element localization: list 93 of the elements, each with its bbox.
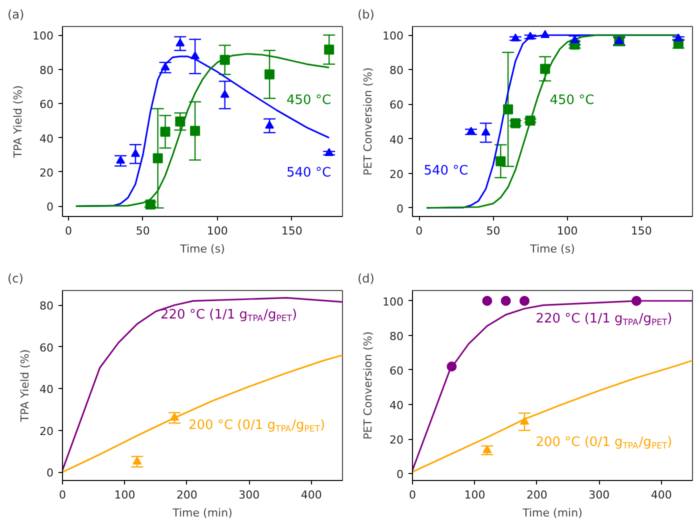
y-axis-title: TPA Yield (%) [12, 85, 25, 159]
y-axis-title: PET Conversion (%) [362, 331, 375, 440]
x-tick-label: 100 [464, 488, 486, 502]
point [265, 120, 274, 129]
y-tick-label: 60 [40, 341, 54, 354]
point [446, 362, 457, 372]
point [540, 30, 550, 38]
series-label: 540 °C [424, 163, 468, 178]
x-tick-label: 400 [650, 488, 672, 502]
point [220, 54, 230, 65]
series-label: 450 °C [550, 93, 594, 108]
x-axis-title: Time (min) [172, 506, 232, 520]
x-tick-label: 100 [206, 224, 228, 238]
x-tick-label: 150 [630, 224, 652, 238]
line-series [62, 297, 342, 471]
y-tick-label: 40 [40, 383, 54, 396]
point [482, 296, 492, 306]
point [481, 128, 490, 136]
y-tick-label: 60 [390, 364, 404, 378]
point [176, 38, 185, 46]
point [526, 32, 535, 40]
y-tick-label: 0 [46, 200, 54, 214]
y-tick-label: 80 [390, 330, 404, 343]
point [324, 148, 334, 156]
y-tick-label: 100 [382, 295, 404, 308]
y-tick-label: 0 [396, 468, 404, 482]
x-axis-title: Time (s) [179, 242, 225, 256]
x-tick-label: 400 [300, 488, 322, 502]
y-tick-label: 0 [396, 202, 404, 216]
y-tick-label: 40 [40, 132, 54, 146]
y-axis-title: PET Conversion (%) [362, 67, 375, 176]
y-tick-label: 20 [390, 168, 404, 181]
x-tick-label: 300 [588, 488, 610, 502]
x-tick-label: 200 [526, 488, 548, 502]
y-tick-label: 60 [390, 98, 404, 112]
point [466, 126, 476, 135]
chart-title: (a) [8, 8, 24, 22]
line-series [412, 360, 692, 473]
y-tick-label: 80 [40, 300, 54, 313]
point [152, 153, 163, 164]
point [496, 156, 506, 166]
point [220, 90, 230, 98]
point [190, 51, 200, 60]
point [500, 296, 511, 306]
x-tick-label: 0 [64, 224, 72, 238]
point [674, 33, 683, 42]
y-tick-label: 100 [382, 30, 404, 43]
line-series [62, 354, 342, 473]
x-tick-label: 50 [136, 224, 150, 238]
point [116, 156, 126, 164]
point [510, 33, 520, 42]
point [130, 148, 140, 157]
y-tick-label: 20 [390, 434, 404, 447]
x-tick-label: 50 [486, 224, 500, 238]
x-tick-label: 300 [238, 488, 260, 502]
y-tick-label: 40 [390, 133, 404, 146]
y-tick-label: 0 [46, 466, 54, 480]
text: 540 °C [286, 165, 332, 180]
chart-title: (b) [358, 8, 374, 22]
x-tick-label: 100 [114, 488, 136, 502]
point [520, 296, 530, 306]
point [525, 116, 536, 126]
point [510, 118, 520, 128]
chart-title: (c) [8, 272, 24, 286]
x-tick-label: 0 [409, 488, 416, 502]
point [160, 62, 170, 70]
y-tick-label: 100 [32, 30, 54, 43]
y-tick-label: 20 [40, 166, 54, 180]
y-tick-label: 80 [390, 64, 404, 78]
x-tick-label: 0 [416, 224, 423, 238]
chart-title: (d) [358, 272, 374, 286]
point [324, 44, 334, 55]
y-tick-label: 80 [40, 64, 54, 77]
x-axis-title: Time (s) [529, 242, 575, 256]
series-label: 450 °C [286, 93, 332, 108]
point [160, 126, 170, 137]
x-axis-title: Time (min) [522, 506, 582, 520]
y-tick-label: 40 [390, 399, 404, 412]
point [503, 104, 514, 114]
y-tick-label: 60 [40, 98, 54, 112]
y-tick-label: 20 [40, 424, 54, 438]
point [540, 64, 550, 74]
x-tick-label: 100 [556, 224, 578, 238]
x-tick-label: 200 [176, 488, 198, 502]
x-tick-label: 150 [281, 224, 302, 238]
point [520, 416, 529, 425]
point [190, 126, 200, 136]
y-axis-title: TPA Yield (%) [18, 349, 32, 423]
point [264, 69, 275, 80]
point [175, 116, 186, 126]
point [632, 296, 642, 306]
point [614, 36, 624, 44]
x-tick-label: 0 [59, 488, 66, 502]
